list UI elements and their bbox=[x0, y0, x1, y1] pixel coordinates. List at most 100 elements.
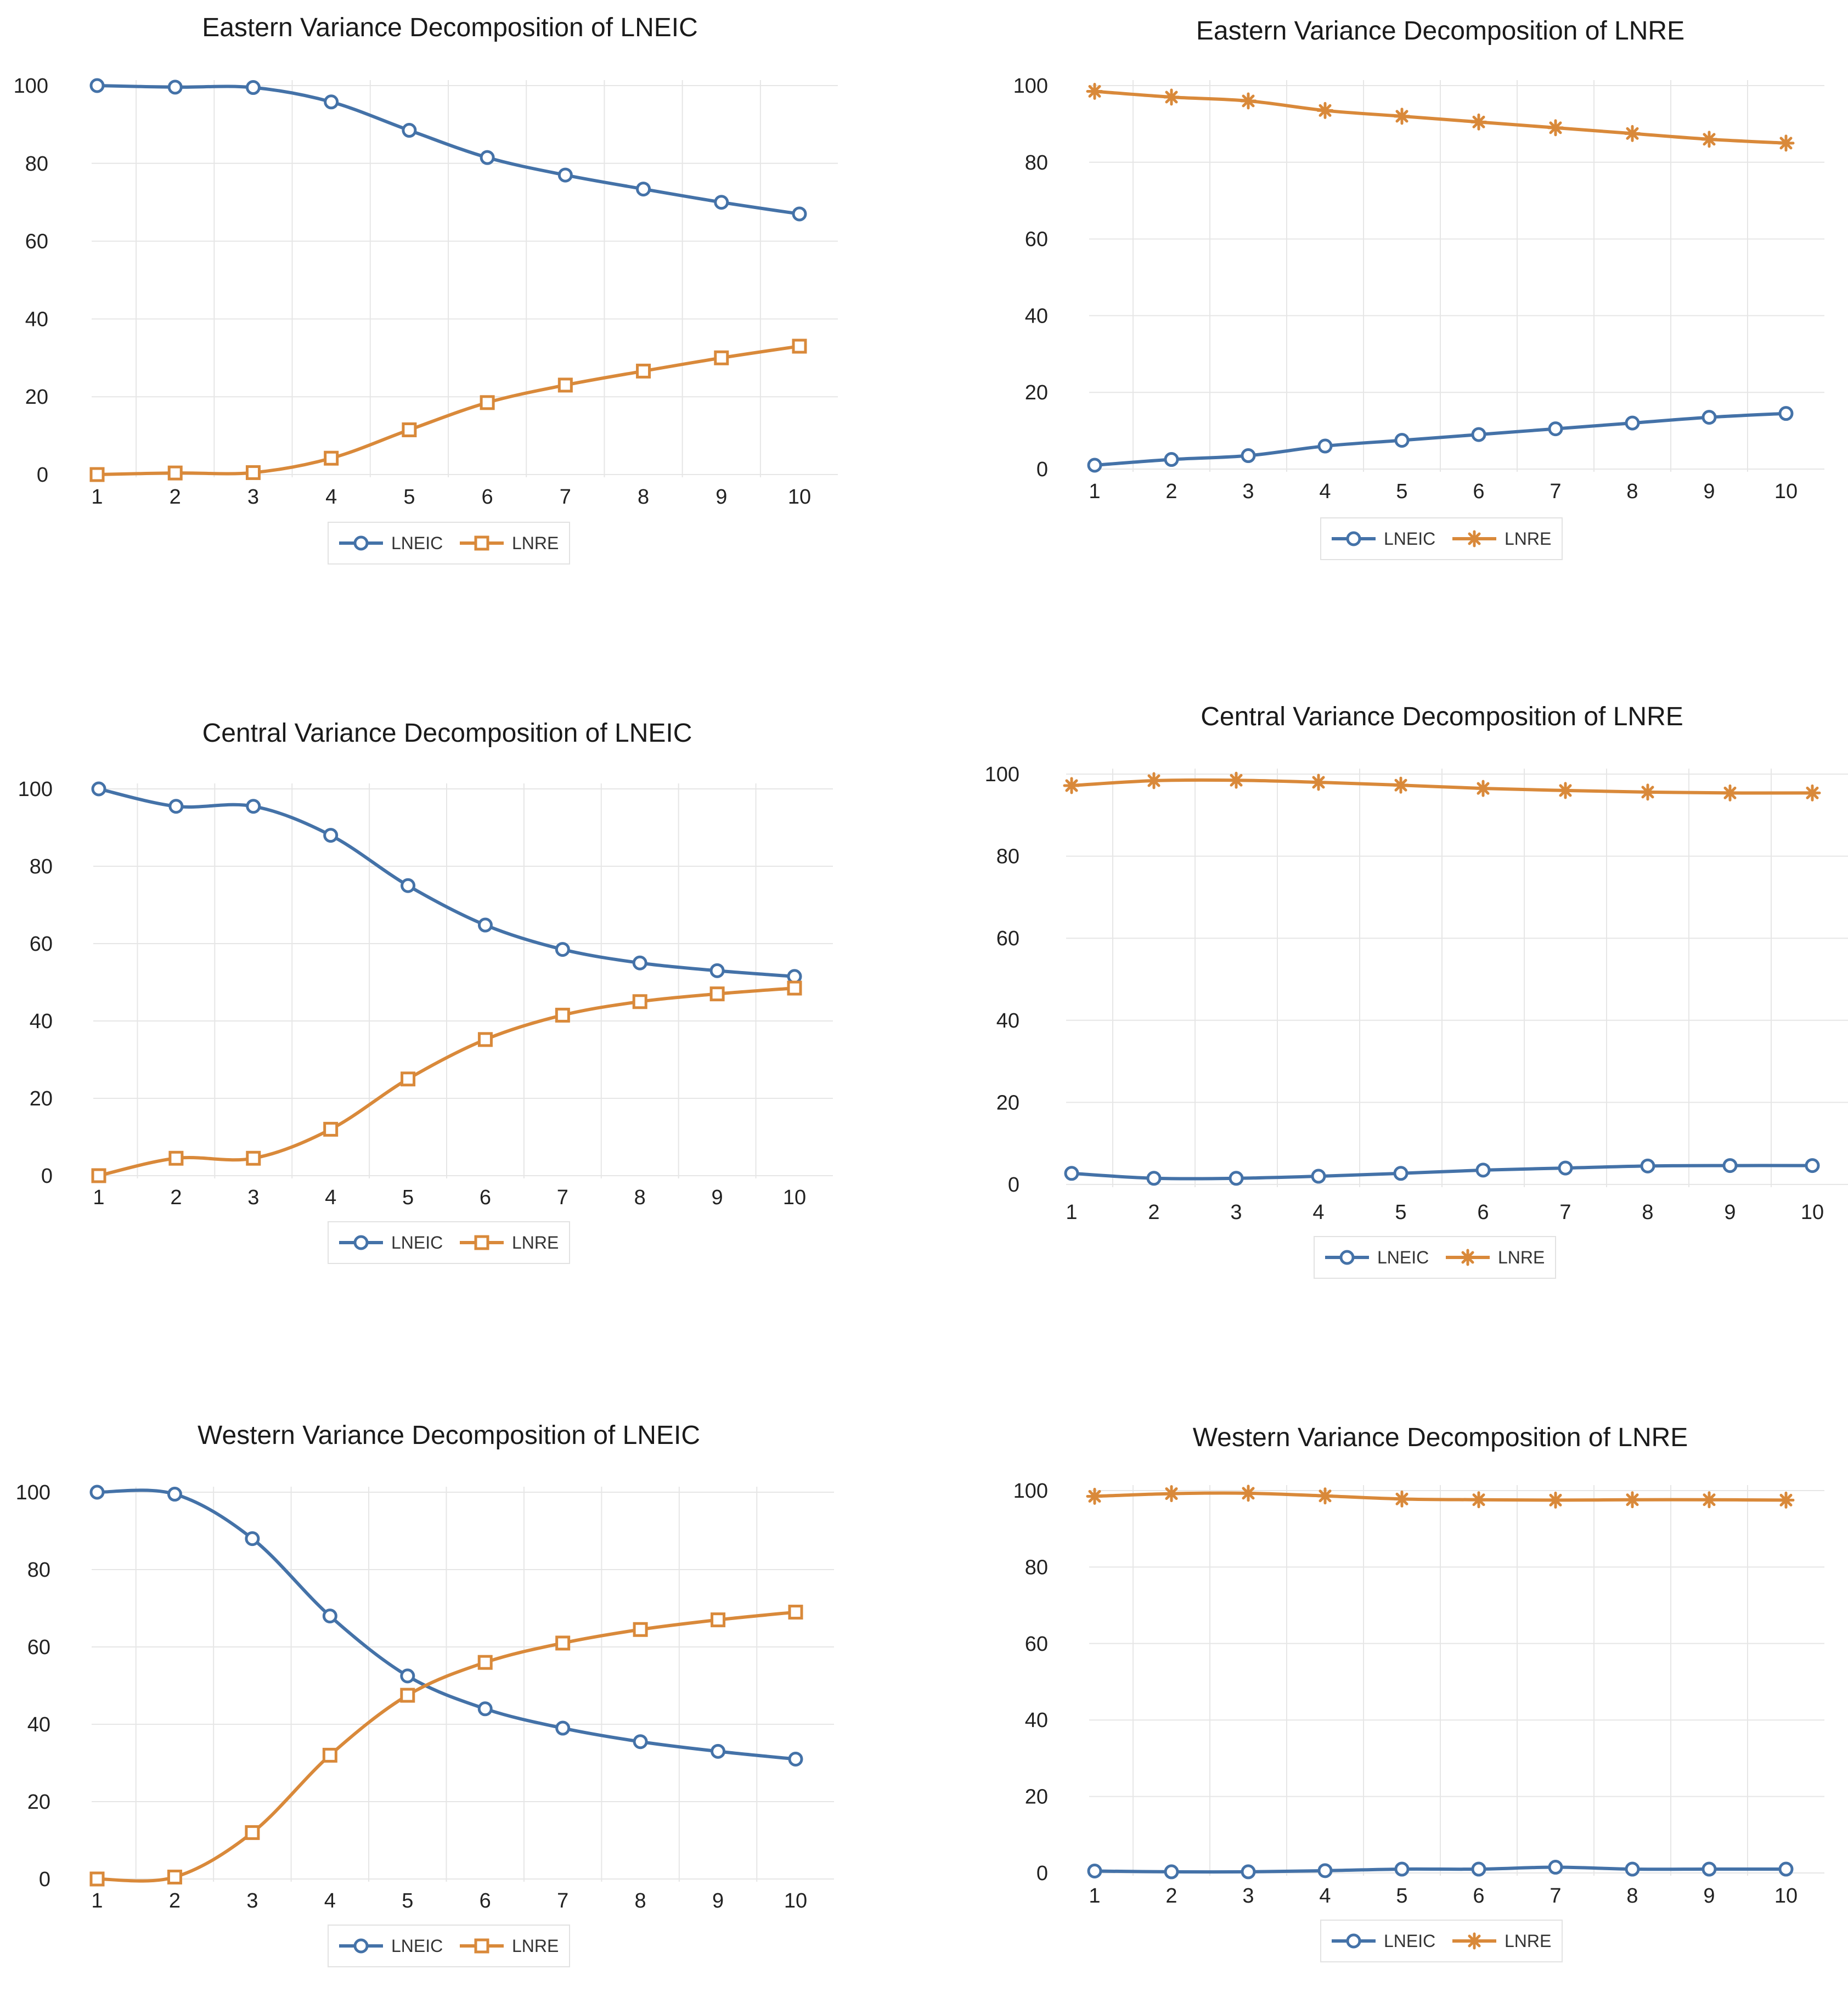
data-point-lneic bbox=[480, 150, 495, 165]
data-point-lnre bbox=[709, 986, 725, 1002]
x-tick-label: 4 bbox=[1312, 1201, 1324, 1224]
legend-label-lneic: LNEIC bbox=[391, 1936, 443, 1956]
data-point-lneic bbox=[1146, 1171, 1162, 1186]
data-point-lneic bbox=[324, 94, 339, 110]
data-point-lnre bbox=[1316, 101, 1334, 119]
y-tick-label: 100 bbox=[18, 778, 53, 801]
y-tick-label: 20 bbox=[1025, 381, 1048, 404]
data-point-lneic bbox=[788, 1751, 803, 1767]
y-tick-label: 0 bbox=[39, 1868, 50, 1891]
data-point-lneic bbox=[1241, 1864, 1256, 1880]
x-tick-label: 9 bbox=[1724, 1201, 1736, 1224]
chart-legend: LNEIC LNRE bbox=[1314, 1236, 1556, 1279]
x-tick-label: 5 bbox=[403, 486, 415, 509]
data-point-lneic bbox=[91, 781, 106, 797]
x-tick-label: 7 bbox=[557, 1889, 568, 1912]
series-lnre bbox=[1063, 771, 1821, 802]
y-tick-label: 20 bbox=[1025, 1786, 1048, 1809]
data-point-lneic bbox=[709, 963, 725, 978]
data-point-lnre bbox=[1624, 1491, 1641, 1509]
data-point-lneic bbox=[168, 799, 184, 814]
series-lneic bbox=[89, 78, 807, 222]
chart-legend: LNEIC LNRE bbox=[328, 522, 570, 565]
chart-panel-5: Western Variance Decomposition of LNEIC 0… bbox=[16, 1421, 834, 1967]
legend-marker-lnre bbox=[474, 1235, 489, 1250]
data-point-lneic bbox=[167, 80, 183, 95]
data-point-lneic bbox=[1087, 1864, 1102, 1879]
data-point-lneic bbox=[402, 123, 417, 138]
chart-legend: LNEIC LNRE bbox=[1320, 517, 1563, 560]
x-tick-label: 6 bbox=[1473, 1884, 1484, 1908]
x-tick-label: 1 bbox=[1089, 1884, 1100, 1908]
y-tick-label: 40 bbox=[30, 1010, 53, 1033]
x-tick-label: 3 bbox=[247, 1186, 259, 1209]
y-tick-label: 100 bbox=[1013, 1480, 1048, 1503]
data-point-lneic bbox=[711, 1743, 726, 1759]
chart-panel-2: Eastern Variance Decomposition of LNRE 0 2… bbox=[1013, 16, 1824, 560]
data-point-lneic bbox=[632, 955, 647, 970]
data-point-lnre bbox=[1777, 1491, 1795, 1509]
data-point-lneic bbox=[1317, 438, 1333, 454]
data-point-lneic bbox=[167, 1487, 182, 1502]
data-point-lnre bbox=[402, 422, 417, 437]
chart-title: Western Variance Decomposition of LNEIC bbox=[198, 1421, 700, 1450]
x-tick-label: 2 bbox=[1165, 480, 1177, 503]
x-tick-label: 4 bbox=[324, 1889, 336, 1912]
legend-label-lneic: LNEIC bbox=[1384, 1931, 1435, 1951]
data-point-lnre bbox=[1470, 1491, 1488, 1509]
legend-label-lnre: LNRE bbox=[1505, 529, 1551, 549]
data-point-lnre bbox=[787, 980, 802, 996]
x-tick-label: 2 bbox=[1165, 1884, 1177, 1908]
data-point-lnre bbox=[1239, 1485, 1257, 1502]
series-lnre bbox=[91, 980, 802, 1183]
data-point-lnre bbox=[1474, 780, 1492, 797]
x-tick-label: 10 bbox=[1801, 1201, 1824, 1224]
y-tick-label: 60 bbox=[25, 230, 48, 253]
series-line-lneic bbox=[1094, 411, 1787, 467]
data-point-lnre bbox=[1639, 783, 1657, 801]
legend-label-lnre: LNRE bbox=[1505, 1931, 1551, 1951]
data-point-lnre bbox=[632, 994, 647, 1009]
data-point-lneic bbox=[557, 167, 573, 183]
data-point-lnre bbox=[167, 465, 183, 481]
x-tick-label: 6 bbox=[480, 1186, 491, 1209]
x-tick-label: 5 bbox=[402, 1186, 414, 1209]
data-point-lnre bbox=[89, 1871, 105, 1887]
y-tick-label: 40 bbox=[27, 1713, 50, 1736]
x-tick-label: 3 bbox=[1230, 1201, 1242, 1224]
y-tick-label: 80 bbox=[30, 855, 53, 878]
legend-marker-lnre bbox=[474, 1938, 489, 1954]
data-point-lneic bbox=[401, 878, 416, 893]
x-tick-label: 10 bbox=[1774, 480, 1798, 503]
x-tick-label: 4 bbox=[1319, 1884, 1331, 1908]
x-tick-label: 8 bbox=[1642, 1201, 1653, 1224]
x-tick-label: 1 bbox=[91, 1889, 103, 1912]
data-point-lneic bbox=[1548, 1860, 1563, 1875]
data-point-lnre bbox=[324, 450, 339, 466]
data-point-lnre bbox=[245, 1825, 260, 1840]
data-point-lnre bbox=[89, 467, 105, 482]
series-line-lnre bbox=[98, 986, 795, 1177]
chart-title: Western Variance Decomposition of LNRE bbox=[1193, 1423, 1688, 1452]
y-tick-label: 20 bbox=[30, 1087, 53, 1110]
legend-label-lneic: LNEIC bbox=[391, 1233, 443, 1252]
x-tick-label: 8 bbox=[1626, 1884, 1638, 1908]
data-point-lneic bbox=[555, 1720, 571, 1736]
y-tick-label: 40 bbox=[25, 308, 48, 331]
series-line-lneic bbox=[97, 84, 800, 216]
legend-marker-lnre bbox=[1459, 1249, 1477, 1266]
data-point-lneic bbox=[400, 1668, 415, 1684]
data-point-lneic bbox=[1625, 1861, 1640, 1877]
data-point-lneic bbox=[1805, 1158, 1820, 1173]
x-tick-label: 1 bbox=[1066, 1201, 1077, 1224]
data-point-lnre bbox=[1227, 771, 1245, 789]
data-point-lneic bbox=[1778, 406, 1794, 421]
y-tick-label: 20 bbox=[996, 1091, 1019, 1114]
x-tick-label: 3 bbox=[246, 1889, 258, 1912]
data-point-lnre bbox=[714, 350, 729, 365]
series-line-lnre bbox=[97, 345, 800, 476]
series-line-lnre bbox=[1094, 89, 1787, 145]
data-point-lnre bbox=[1547, 1491, 1564, 1509]
data-point-lneic bbox=[322, 1609, 337, 1624]
chart-legend: LNEIC LNRE bbox=[328, 1925, 570, 1967]
